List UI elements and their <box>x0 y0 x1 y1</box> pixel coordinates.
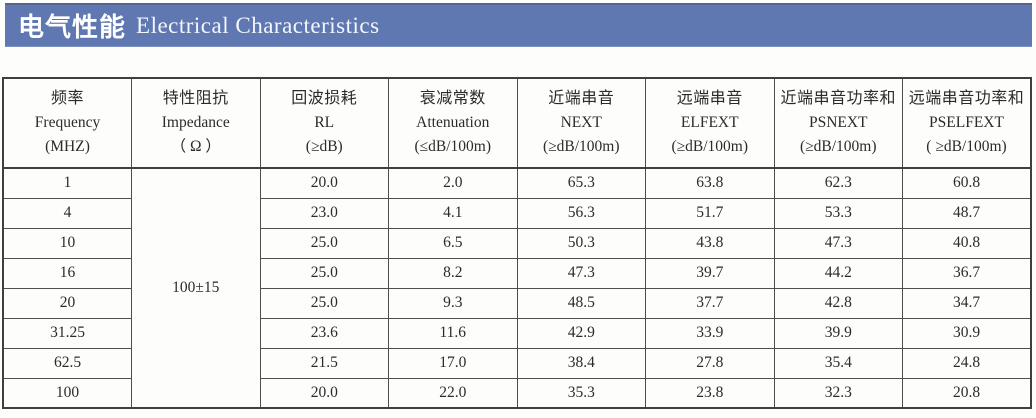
pselfext-cell: 24.8 <box>902 347 1032 379</box>
table-row: 4 23.0 4.1 56.3 51.7 53.3 48.7 <box>2 197 1032 229</box>
pselfext-cell: 20.8 <box>902 377 1032 409</box>
elfext-cell: 37.7 <box>645 287 775 319</box>
impedance-merged-cell: 100±15 <box>131 167 261 409</box>
elfext-cell: 27.8 <box>645 347 775 379</box>
column-header-impedance: 特性阻抗 Impedance （ Ω ） <box>131 77 261 169</box>
table-body: 1 100±15 20.0 2.0 65.3 63.8 62.3 60.8 4 … <box>2 167 1032 409</box>
psnext-cell: 53.3 <box>773 197 903 229</box>
rl-cell: 25.0 <box>259 227 389 259</box>
attenuation-cell: 8.2 <box>388 257 518 289</box>
frequency-cell: 20 <box>2 287 132 319</box>
pselfext-cell: 40.8 <box>902 227 1032 259</box>
frequency-cell: 10 <box>2 227 132 259</box>
rl-cell: 23.6 <box>259 317 389 349</box>
table-row: 62.5 21.5 17.0 38.4 27.8 35.4 24.8 <box>2 347 1032 379</box>
next-cell: 38.4 <box>516 347 646 379</box>
elfext-cell: 43.8 <box>645 227 775 259</box>
elfext-cell: 39.7 <box>645 257 775 289</box>
attenuation-cell: 9.3 <box>388 287 518 319</box>
frequency-cell: 4 <box>2 197 132 229</box>
psnext-cell: 42.8 <box>773 287 903 319</box>
rl-cell: 21.5 <box>259 347 389 379</box>
column-header-next: 近端串音 NEXT (≥dB/100m) <box>516 77 646 169</box>
psnext-cell: 47.3 <box>773 227 903 259</box>
rl-cell: 20.0 <box>259 377 389 409</box>
attenuation-cell: 6.5 <box>388 227 518 259</box>
pselfext-cell: 34.7 <box>902 287 1032 319</box>
psnext-cell: 44.2 <box>773 257 903 289</box>
elfext-cell: 51.7 <box>645 197 775 229</box>
next-cell: 65.3 <box>516 167 646 199</box>
attenuation-cell: 17.0 <box>388 347 518 379</box>
pselfext-cell: 60.8 <box>902 167 1032 199</box>
pselfext-cell: 48.7 <box>902 197 1032 229</box>
frequency-cell: 31.25 <box>2 317 132 349</box>
section-title-english: Electrical Characteristics <box>136 12 380 38</box>
column-header-return-loss: 回波损耗 RL (≥dB) <box>259 77 389 169</box>
column-header-psnext: 近端串音功率和 PSNEXT (≥dB/100m) <box>773 77 903 169</box>
next-cell: 48.5 <box>516 287 646 319</box>
next-cell: 35.3 <box>516 377 646 409</box>
next-cell: 50.3 <box>516 227 646 259</box>
rl-cell: 25.0 <box>259 287 389 319</box>
next-cell: 56.3 <box>516 197 646 229</box>
psnext-cell: 32.3 <box>773 377 903 409</box>
table-row: 100 20.0 22.0 35.3 23.8 32.3 20.8 <box>2 377 1032 409</box>
psnext-cell: 62.3 <box>773 167 903 199</box>
next-cell: 42.9 <box>516 317 646 349</box>
column-header-frequency: 频率 Frequency (MHZ) <box>2 77 132 169</box>
attenuation-cell: 22.0 <box>388 377 518 409</box>
next-cell: 47.3 <box>516 257 646 289</box>
attenuation-cell: 2.0 <box>388 167 518 199</box>
psnext-cell: 39.9 <box>773 317 903 349</box>
frequency-cell: 16 <box>2 257 132 289</box>
frequency-cell: 1 <box>2 167 132 199</box>
frequency-cell: 100 <box>2 377 132 409</box>
psnext-cell: 35.4 <box>773 347 903 379</box>
attenuation-cell: 11.6 <box>388 317 518 349</box>
rl-cell: 20.0 <box>259 167 389 199</box>
table-header: 频率 Frequency (MHZ) 特性阻抗 Impedance （ Ω ） … <box>2 77 1032 169</box>
table-row: 10 25.0 6.5 50.3 43.8 47.3 40.8 <box>2 227 1032 259</box>
frequency-cell: 62.5 <box>2 347 132 379</box>
pselfext-cell: 36.7 <box>902 257 1032 289</box>
electrical-characteristics-table: 频率 Frequency (MHZ) 特性阻抗 Impedance （ Ω ） … <box>2 77 1032 409</box>
elfext-cell: 23.8 <box>645 377 775 409</box>
rl-cell: 25.0 <box>259 257 389 289</box>
section-banner: 电气性能 Electrical Characteristics <box>5 3 1032 47</box>
elfext-cell: 63.8 <box>645 167 775 199</box>
rl-cell: 23.0 <box>259 197 389 229</box>
column-header-elfext: 远端串音 ELFEXT (≥dB/100m) <box>645 77 775 169</box>
elfext-cell: 33.9 <box>645 317 775 349</box>
section-title-chinese: 电气性能 <box>18 13 127 43</box>
pselfext-cell: 30.9 <box>902 317 1032 349</box>
column-header-attenuation: 衰减常数 Attenuation (≤dB/100m) <box>388 77 518 169</box>
column-header-pselfext: 远端串音功率和 PSELFEXT ( ≥dB/100m) <box>902 77 1032 169</box>
attenuation-cell: 4.1 <box>388 197 518 229</box>
table-row: 1 100±15 20.0 2.0 65.3 63.8 62.3 60.8 <box>2 167 1032 409</box>
